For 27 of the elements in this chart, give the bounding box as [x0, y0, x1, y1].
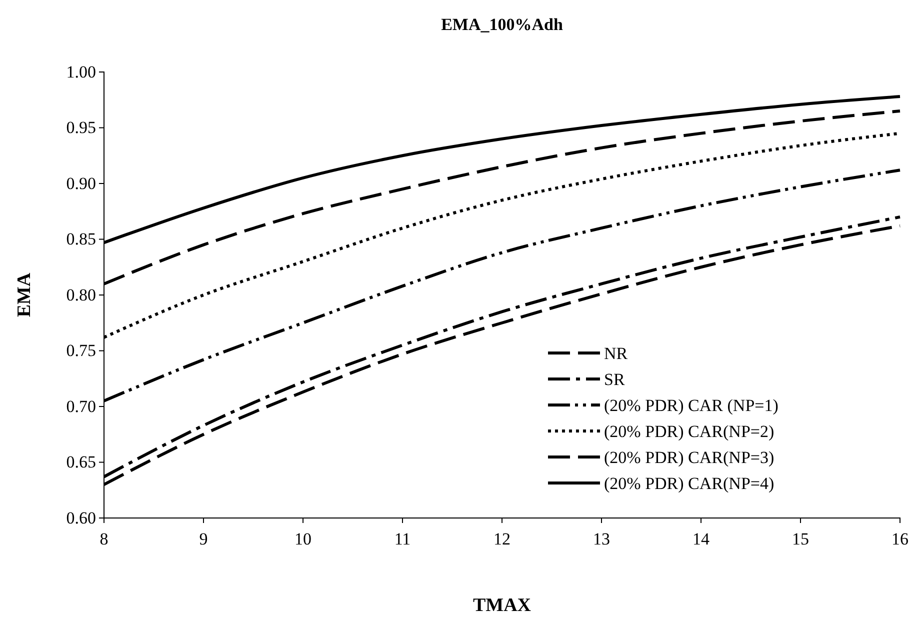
legend-label: (20% PDR) CAR (NP=1) [604, 396, 778, 415]
legend-label: NR [604, 344, 628, 363]
y-tick-label: 0.75 [66, 341, 96, 360]
y-tick-label: 0.90 [66, 174, 96, 193]
x-axis-title: TMAX [472, 595, 532, 616]
legend-label: (20% PDR) CAR(NP=3) [604, 448, 774, 467]
y-tick-label: 0.65 [66, 452, 96, 472]
y-tick-label: 0.60 [66, 508, 96, 528]
y-tick-label: 1.00 [66, 62, 96, 82]
x-tick-label: 14 [692, 530, 710, 549]
x-tick-label: 12 [494, 530, 510, 549]
x-tick-label: 16 [892, 530, 908, 549]
x-tick-label: 10 [294, 530, 312, 549]
x-tick-label: 8 [100, 530, 108, 549]
y-axis-title: EMA [14, 272, 35, 318]
y-tick-label: 0.95 [66, 118, 96, 138]
legend-label: (20% PDR) CAR(NP=2) [604, 422, 774, 441]
chart-title: EMA_100%Adh [441, 15, 564, 34]
legend-label: SR [604, 370, 626, 389]
y-tick-label: 0.80 [66, 285, 96, 304]
x-tick-label: 15 [792, 530, 809, 549]
x-tick-label: 13 [593, 530, 610, 549]
x-tick-label: 9 [199, 530, 208, 549]
legend-label: (20% PDR) CAR(NP=4) [604, 474, 774, 493]
y-tick-label: 0.70 [66, 396, 96, 416]
y-tick-label: 0.85 [66, 230, 96, 249]
x-tick-label: 11 [394, 530, 411, 549]
